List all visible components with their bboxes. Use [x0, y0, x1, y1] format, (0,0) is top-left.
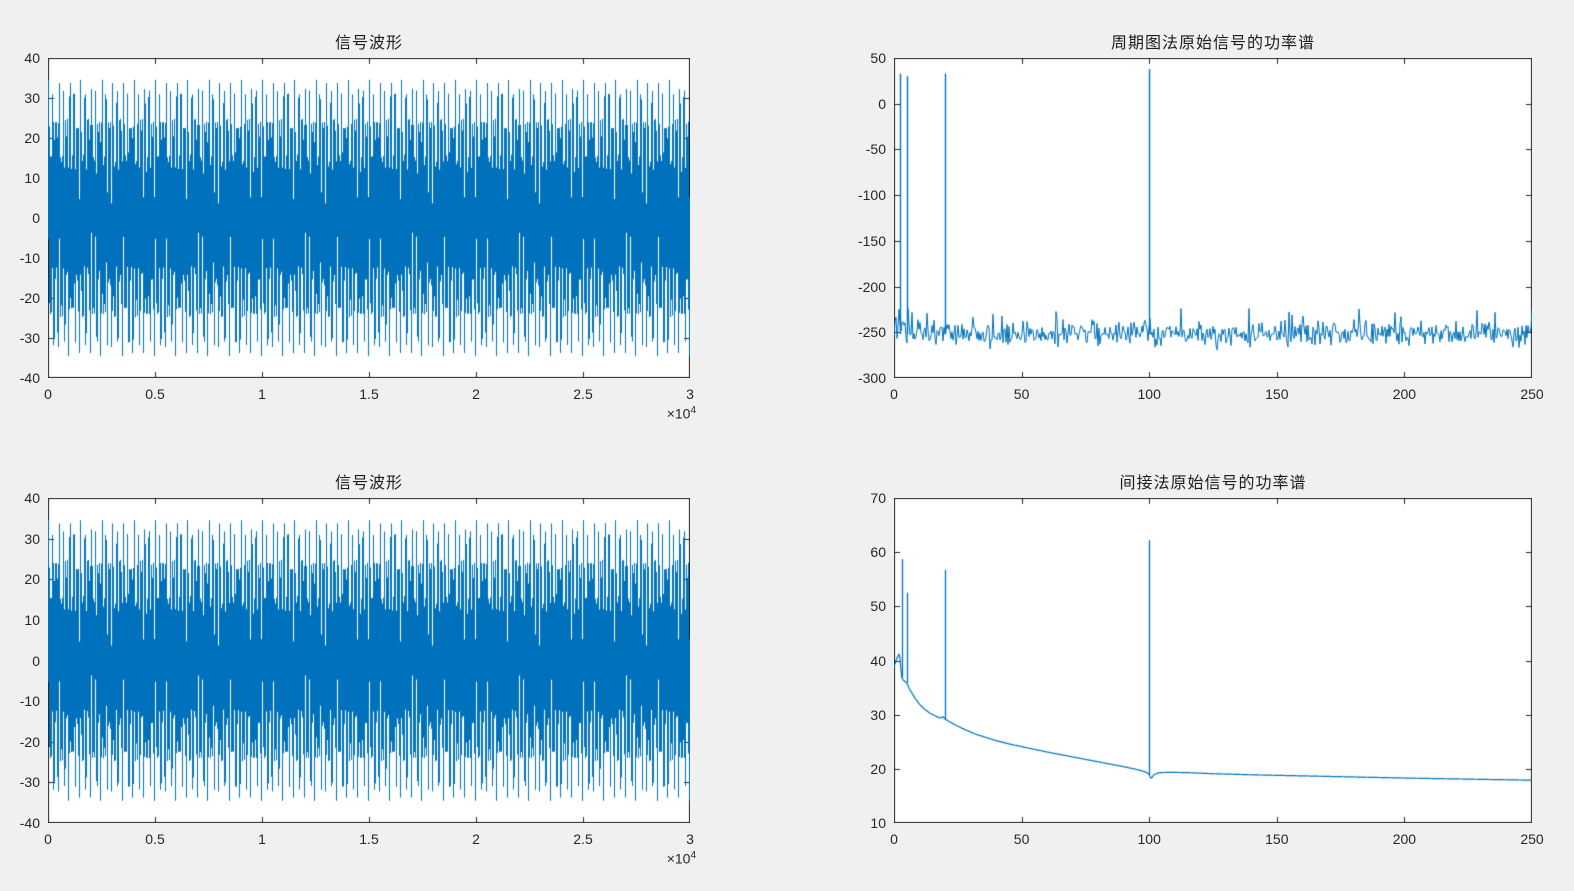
y-axis-tick-label: 40 — [24, 490, 40, 506]
x-axis-tick-label: 0 — [890, 831, 898, 847]
y-axis-tick-label: 40 — [870, 652, 886, 669]
x-axis-tick-label: 200 — [1392, 386, 1417, 402]
x-axis-tick-label: 2.5 — [573, 386, 593, 402]
y-axis-tick-label: 60 — [870, 544, 886, 561]
y-axis-tick-label: 50 — [870, 50, 886, 66]
y-axis-tick-label: 0 — [32, 652, 40, 669]
y-axis-tick-label: 0 — [32, 210, 40, 226]
subplot-signal-waveform-1: 信号波形 ×104 -40 -30 -20 -10 0 10 20 30 40 0 0.5 1 1.5 2… — [20, 35, 696, 421]
plot-title: 周期图法原始信号的功率谱 — [1110, 35, 1316, 52]
y-axis-tick-label: 30 — [24, 530, 40, 547]
y-axis-tick-label: -10 — [19, 250, 40, 266]
x-axis-tick-label: 0 — [44, 386, 52, 402]
x-axis-tick-label: 2 — [472, 831, 480, 847]
x-axis-tick-label: 50 — [1013, 831, 1030, 847]
subplot-indirect-psd: 间接法原始信号的功率谱 10 20 30 40 50 60 70 0 50 100 150 200 25… — [870, 475, 1543, 846]
y-axis-tick-label: 70 — [870, 490, 886, 506]
y-axis-tick-label: -250 — [857, 324, 886, 341]
x-axis-tick-label: 0 — [890, 386, 898, 402]
x-axis-tick-label: 2.5 — [573, 831, 593, 847]
subplot-signal-waveform-2: 信号波形 ×104 -40 -30 -20 -10 0 10 20 30 40 0 0.5 1 1.5 2… — [20, 475, 696, 866]
x-axis-tick-label: 50 — [1013, 386, 1030, 402]
x-axis-tick-label: 200 — [1392, 831, 1417, 847]
plot-title: 间接法原始信号的功率谱 — [1119, 475, 1307, 492]
signal-waveform-1-plot — [48, 58, 690, 378]
y-axis-tick-label: 10 — [870, 815, 886, 831]
y-axis-tick-label: 20 — [24, 130, 40, 146]
x-axis-tick-label: 1 — [258, 831, 266, 847]
x-axis-tick-label: 150 — [1265, 386, 1289, 402]
y-axis-tick-label: -40 — [19, 370, 40, 386]
y-axis-tick-label: 40 — [24, 50, 40, 66]
x-axis-exponent-label: ×104 — [666, 850, 696, 867]
x-axis-tick-label: 100 — [1137, 831, 1161, 847]
plot-title: 信号波形 — [334, 475, 404, 492]
signal-waveform-2-plot — [48, 498, 690, 823]
x-axis-exponent-label: ×104 — [666, 405, 696, 422]
periodogram-psd-plot — [894, 58, 1532, 378]
x-axis-tick-label: 3 — [686, 831, 694, 847]
y-axis-tick-label: 30 — [870, 706, 886, 723]
y-axis-tick-label: 0 — [878, 95, 886, 112]
y-axis-tick-label: -20 — [19, 290, 40, 306]
plot-title: 信号波形 — [334, 35, 404, 52]
y-axis-tick-label: -40 — [19, 815, 40, 831]
x-axis-tick-label: 250 — [1520, 386, 1544, 402]
y-axis-tick-label: -30 — [19, 330, 40, 346]
subplot-periodogram-psd: 周期图法原始信号的功率谱 -300 -250 -200 -150 -100 -50 0 50 0… — [858, 35, 1544, 401]
y-axis-tick-label: 20 — [24, 571, 40, 588]
indirect-psd-plot — [894, 498, 1532, 823]
x-axis-tick-label: 3 — [686, 386, 694, 402]
y-axis-tick-label: -200 — [857, 278, 886, 295]
y-axis-tick-label: 50 — [870, 598, 886, 615]
x-axis-tick-label: 1 — [258, 386, 266, 402]
y-axis-tick-label: 10 — [24, 611, 40, 628]
y-axis-tick-label: -50 — [865, 141, 886, 158]
x-axis-tick-label: 0 — [44, 831, 52, 847]
x-axis-tick-label: 100 — [1137, 386, 1161, 402]
y-axis-tick-label: 20 — [870, 760, 886, 777]
y-axis-tick-label: 30 — [24, 90, 40, 106]
y-axis-tick-label: -150 — [857, 232, 886, 249]
x-axis-tick-label: 150 — [1265, 831, 1289, 847]
y-axis-tick-label: -30 — [19, 774, 40, 791]
x-axis-tick-label: 2 — [472, 386, 480, 402]
y-axis-tick-label: 10 — [24, 170, 40, 186]
y-axis-tick-label: -10 — [19, 693, 40, 710]
x-axis-tick-label: 0.5 — [145, 386, 165, 402]
x-axis-tick-label: 1.5 — [359, 831, 379, 847]
y-axis-tick-label: -100 — [857, 187, 886, 204]
x-axis-tick-label: 1.5 — [359, 386, 379, 402]
x-axis-tick-label: 0.5 — [145, 831, 165, 847]
y-axis-tick-label: -300 — [857, 370, 886, 386]
y-axis-tick-label: -20 — [19, 733, 40, 750]
x-axis-tick-label: 250 — [1520, 831, 1544, 847]
